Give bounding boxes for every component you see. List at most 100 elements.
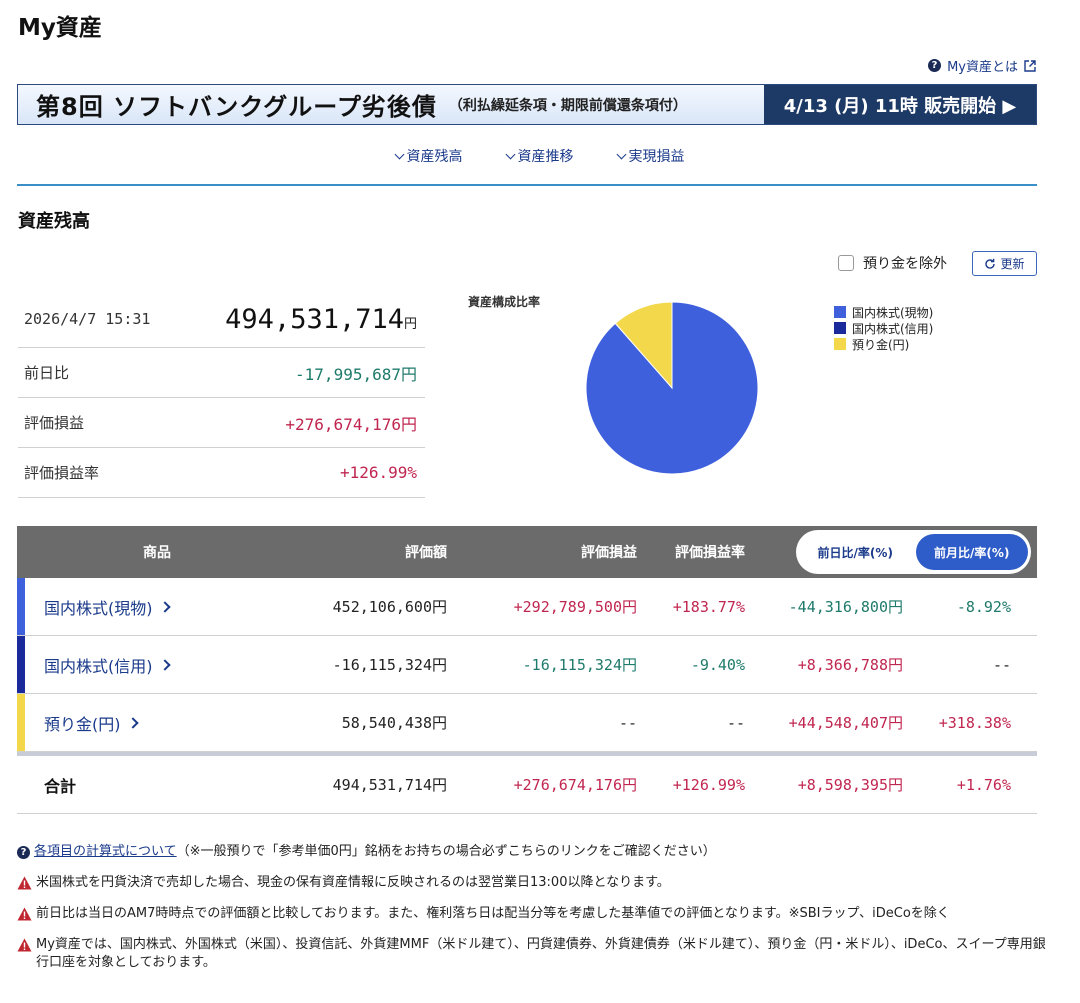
row-product-name: 国内株式(信用) bbox=[44, 656, 153, 676]
refresh-icon bbox=[985, 258, 996, 269]
note-warning: My資産では、国内株式、外国株式（米国）、投資信託、外貨建MMF（米ドル建て）、… bbox=[17, 936, 1047, 972]
total-value: 494,531,714 bbox=[225, 303, 404, 335]
row-gain: +292,789,500円 bbox=[513, 598, 637, 616]
legend-item: 国内株式(現物) bbox=[834, 304, 933, 320]
row-valuation: 452,106,600円 bbox=[332, 598, 447, 616]
legend-item: 預り金(円) bbox=[834, 336, 933, 352]
summary-row: 前日比 -17,995,687円 bbox=[18, 348, 425, 398]
chevron-right-icon bbox=[126, 716, 139, 729]
help-link[interactable]: ? My資産とは bbox=[928, 56, 1036, 75]
row-change: +44,548,407円 bbox=[788, 714, 903, 732]
warning-icon bbox=[17, 938, 32, 952]
summary-label: 評価損益率 bbox=[24, 464, 100, 482]
toggle-day-change[interactable]: 前日比/率(%) bbox=[799, 534, 912, 570]
row-product-link[interactable]: 国内株式(現物) bbox=[17, 595, 297, 619]
nav-balance-label: 資産残高 bbox=[406, 149, 463, 165]
summary-value: -17,995,687円 bbox=[295, 364, 417, 384]
row-change-rate: +318.38% bbox=[938, 713, 1011, 732]
row-change-rate: -8.92% bbox=[956, 597, 1011, 616]
banner-sub-text: （利払繰延条項・期限前償還条項付） bbox=[448, 97, 687, 114]
total-change-rate: +1.76% bbox=[956, 775, 1011, 794]
row-color-bar bbox=[17, 578, 25, 635]
help-link-label: My資産とは bbox=[947, 60, 1018, 75]
row-product-name: 預り金(円) bbox=[44, 714, 121, 734]
table-row: 預り金(円) 58,540,438円 -- -- +44,548,407円 +3… bbox=[17, 694, 1037, 752]
total-label: 合計 bbox=[44, 776, 77, 796]
warning-text: 前日比は当日のAM7時時点での評価額と比較しております。また、権利落ち日は配当分… bbox=[36, 906, 950, 921]
section-divider bbox=[17, 184, 1037, 186]
header-product: 商品 bbox=[143, 545, 171, 561]
header-gain: 評価損益 bbox=[581, 545, 637, 561]
warning-text: 米国株式を円貨決済で売却した場合、現金の保有資産情報に反映されるのは翌営業日13… bbox=[36, 875, 670, 890]
question-icon: ? bbox=[928, 59, 942, 72]
legend-item: 国内株式(信用) bbox=[834, 320, 933, 336]
legend-swatch bbox=[834, 338, 846, 350]
notes: ? 各項目の計算式について（※一般預りで「参考単価0円」銘柄をお持ちの場合必ずこ… bbox=[17, 843, 1047, 985]
nav-trend-label: 資産推移 bbox=[517, 149, 574, 165]
pie-slice bbox=[614, 301, 673, 390]
note-warning: 前日比は当日のAM7時時点での評価額と比較しております。また、権利落ち日は配当分… bbox=[17, 905, 1047, 923]
row-product-name: 国内株式(現物) bbox=[44, 598, 153, 618]
total-value-wrap: 494,531,714円 bbox=[225, 304, 417, 335]
pie-legend: 国内株式(現物) 国内株式(信用) 預り金(円) bbox=[834, 304, 933, 352]
nav-realized-label: 実現損益 bbox=[628, 149, 685, 165]
question-icon: ? bbox=[17, 846, 30, 859]
nav-trend[interactable]: 資産推移 bbox=[505, 146, 574, 166]
row-valuation: -16,115,324円 bbox=[332, 656, 447, 674]
toggle-month-change[interactable]: 前月比/率(%) bbox=[915, 534, 1028, 570]
promo-banner[interactable]: 第8回 ソフトバンクグループ劣後債 （利払繰延条項・期限前償還条項付） 4/13… bbox=[17, 84, 1037, 125]
row-color-bar bbox=[17, 636, 25, 693]
header-valuation: 評価額 bbox=[405, 545, 447, 561]
row-gain-rate: -9.40% bbox=[690, 655, 745, 674]
calc-formula-link[interactable]: 各項目の計算式について bbox=[34, 844, 177, 859]
row-product-link[interactable]: 国内株式(信用) bbox=[17, 653, 297, 677]
calc-suffix: （※一般預りで「参考単価0円」銘柄をお持ちの場合必ずこちらのリンクをご確認くださ… bbox=[176, 844, 716, 859]
refresh-label: 更新 bbox=[1000, 257, 1025, 271]
total-valuation: 494,531,714円 bbox=[332, 776, 447, 794]
exclude-deposit-checkbox[interactable] bbox=[838, 255, 854, 271]
row-change-rate: -- bbox=[992, 655, 1011, 674]
external-link-icon bbox=[1024, 59, 1036, 72]
chevron-right-icon bbox=[158, 600, 171, 613]
summary-value: +126.99% bbox=[339, 463, 417, 482]
row-gain: -16,115,324円 bbox=[522, 656, 637, 674]
total-unit: 円 bbox=[403, 316, 417, 332]
total-change: +8,598,395円 bbox=[797, 776, 903, 794]
row-change: -44,316,800円 bbox=[788, 598, 903, 616]
anchor-nav: 資産残高 資産推移 実現損益 bbox=[0, 146, 1080, 166]
legend-swatch bbox=[834, 322, 846, 334]
chevron-down-icon bbox=[616, 149, 626, 159]
table-total-row: 合計 494,531,714円 +276,674,176円 +126.99% +… bbox=[17, 756, 1037, 814]
banner-main-text: 第8回 ソフトバンクグループ劣後債 bbox=[36, 93, 437, 121]
table-header: 商品 評価額 評価損益 評価損益率 前日比/率(%) 前月比/率(%) bbox=[17, 526, 1037, 578]
banner-cta[interactable]: 4/13 (月) 11時 販売開始 ▶ bbox=[764, 85, 1036, 124]
summary-value: +276,674,176円 bbox=[285, 414, 417, 434]
warning-text: My資産では、国内株式、外国株式（米国）、投資信託、外貨建MMF（米ドル建て）、… bbox=[36, 937, 1046, 970]
balance-summary: 2026/4/7 15:31 494,531,714円 前日比 -17,995,… bbox=[18, 291, 425, 498]
refresh-button[interactable]: 更新 bbox=[972, 251, 1037, 276]
nav-balance[interactable]: 資産残高 bbox=[394, 146, 463, 166]
section-title: 資産残高 bbox=[18, 211, 90, 232]
banner-left: 第8回 ソフトバンクグループ劣後債 （利払繰延条項・期限前償還条項付） bbox=[18, 85, 764, 124]
header-gain-rate: 評価損益率 bbox=[675, 545, 745, 561]
composition-pie-chart bbox=[585, 301, 759, 475]
timestamp: 2026/4/7 15:31 bbox=[24, 310, 151, 328]
row-color-bar bbox=[17, 694, 25, 751]
page-title: My資産 bbox=[18, 15, 102, 41]
chevron-down-icon bbox=[505, 149, 515, 159]
total-separator bbox=[17, 752, 1037, 756]
row-valuation: 58,540,438円 bbox=[341, 714, 447, 732]
summary-row: 評価損益 +276,674,176円 bbox=[18, 398, 425, 448]
note-calc-text: 各項目の計算式について（※一般預りで「参考単価0円」銘柄をお持ちの場合必ずこちら… bbox=[34, 843, 716, 861]
legend-label: 国内株式(信用) bbox=[852, 321, 934, 336]
summary-row: 評価損益率 +126.99% bbox=[18, 448, 425, 498]
row-gain: -- bbox=[618, 713, 637, 732]
chevron-down-icon bbox=[394, 149, 404, 159]
period-toggle: 前日比/率(%) 前月比/率(%) bbox=[796, 530, 1031, 574]
table-row: 国内株式(現物) 452,106,600円 +292,789,500円 +183… bbox=[17, 578, 1037, 636]
row-product-link[interactable]: 預り金(円) bbox=[17, 711, 297, 735]
nav-realized[interactable]: 実現損益 bbox=[616, 146, 685, 166]
exclude-deposit-label[interactable]: 預り金を除外 bbox=[863, 256, 947, 272]
total-gain-rate: +126.99% bbox=[672, 775, 745, 794]
note-warning: 米国株式を円貨決済で売却した場合、現金の保有資産情報に反映されるのは翌営業日13… bbox=[17, 874, 1047, 892]
